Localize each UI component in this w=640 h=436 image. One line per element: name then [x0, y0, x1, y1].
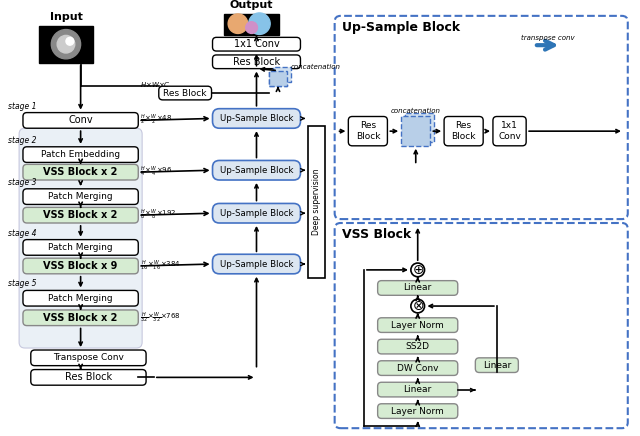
- FancyBboxPatch shape: [269, 71, 287, 86]
- Bar: [224, 14, 279, 35]
- Text: stage 5: stage 5: [8, 279, 37, 289]
- FancyBboxPatch shape: [212, 55, 300, 68]
- Text: Patch Merging: Patch Merging: [48, 192, 113, 201]
- Text: $\frac{H}{16}{\times}\frac{W}{16}{\times}384$: $\frac{H}{16}{\times}\frac{W}{16}{\times…: [140, 259, 181, 273]
- Text: concatenation: concatenation: [391, 108, 441, 113]
- Text: Up-Sample Block: Up-Sample Block: [342, 21, 461, 34]
- FancyBboxPatch shape: [405, 112, 435, 142]
- FancyBboxPatch shape: [476, 358, 518, 372]
- FancyBboxPatch shape: [31, 350, 146, 366]
- Text: 1x1
Conv: 1x1 Conv: [498, 122, 521, 141]
- Text: stage 4: stage 4: [8, 228, 37, 238]
- FancyBboxPatch shape: [378, 382, 458, 397]
- Bar: [308, 126, 325, 278]
- FancyBboxPatch shape: [401, 116, 431, 146]
- Circle shape: [57, 35, 75, 53]
- Text: $\frac{H}{4}{\times}\frac{W}{4}{\times}96$: $\frac{H}{4}{\times}\frac{W}{4}{\times}9…: [140, 165, 173, 179]
- FancyBboxPatch shape: [31, 370, 146, 385]
- FancyBboxPatch shape: [23, 290, 138, 306]
- Text: Patch Merging: Patch Merging: [48, 243, 113, 252]
- Bar: [38, 26, 93, 63]
- Text: Up-Sample Block: Up-Sample Block: [220, 166, 293, 175]
- FancyBboxPatch shape: [159, 86, 212, 100]
- Text: $\frac{H}{32}{\times}\frac{W}{32}{\times}768$: $\frac{H}{32}{\times}\frac{W}{32}{\times…: [140, 311, 181, 325]
- Text: concatenation: concatenation: [291, 64, 340, 70]
- Text: Linear: Linear: [404, 385, 432, 394]
- Text: Transpose Conv: Transpose Conv: [53, 353, 124, 362]
- Circle shape: [411, 299, 424, 313]
- Text: Output: Output: [230, 0, 273, 10]
- FancyBboxPatch shape: [335, 16, 628, 219]
- Text: DW Conv: DW Conv: [397, 364, 438, 373]
- Text: Res Block: Res Block: [65, 372, 112, 382]
- Text: $\frac{H}{2}{\times}\frac{W}{2}{\times}48$: $\frac{H}{2}{\times}\frac{W}{2}{\times}4…: [140, 113, 173, 127]
- FancyBboxPatch shape: [269, 71, 287, 86]
- FancyBboxPatch shape: [212, 37, 300, 51]
- FancyBboxPatch shape: [273, 67, 291, 82]
- Text: Patch Merging: Patch Merging: [48, 294, 113, 303]
- Circle shape: [51, 30, 81, 59]
- Text: transpose conv: transpose conv: [521, 35, 575, 41]
- FancyBboxPatch shape: [348, 116, 387, 146]
- Text: VSS Block x 2: VSS Block x 2: [44, 313, 118, 323]
- FancyBboxPatch shape: [378, 318, 458, 332]
- Text: Deep supervision: Deep supervision: [312, 169, 321, 235]
- FancyBboxPatch shape: [23, 189, 138, 204]
- Text: VSS Block x 2: VSS Block x 2: [44, 167, 118, 177]
- Text: Up-Sample Block: Up-Sample Block: [220, 209, 293, 218]
- Text: Linear: Linear: [404, 283, 432, 293]
- Text: VSS Block: VSS Block: [342, 228, 412, 241]
- Text: $\oplus$: $\oplus$: [412, 263, 424, 277]
- FancyBboxPatch shape: [378, 404, 458, 419]
- Text: Res Block: Res Block: [163, 89, 207, 98]
- Text: VSS Block x 2: VSS Block x 2: [44, 210, 118, 220]
- Text: stage 1: stage 1: [8, 102, 37, 111]
- FancyBboxPatch shape: [23, 164, 138, 180]
- Text: VSS Block x 9: VSS Block x 9: [44, 261, 118, 271]
- Circle shape: [228, 14, 248, 34]
- Text: Res
Block: Res Block: [356, 122, 380, 141]
- FancyBboxPatch shape: [23, 258, 138, 274]
- FancyBboxPatch shape: [378, 361, 458, 375]
- Text: $H{\times}W{\times}C$: $H{\times}W{\times}C$: [140, 80, 171, 89]
- Circle shape: [411, 263, 424, 277]
- FancyBboxPatch shape: [212, 109, 300, 128]
- FancyBboxPatch shape: [444, 116, 483, 146]
- FancyBboxPatch shape: [212, 204, 300, 223]
- FancyBboxPatch shape: [23, 112, 138, 128]
- FancyBboxPatch shape: [23, 147, 138, 163]
- Text: $\frac{H}{8}{\times}\frac{W}{8}{\times}192$: $\frac{H}{8}{\times}\frac{W}{8}{\times}1…: [140, 208, 177, 222]
- Text: 1x1 Conv: 1x1 Conv: [234, 39, 280, 49]
- Text: Res Block: Res Block: [233, 57, 280, 67]
- Text: SS2D: SS2D: [406, 342, 429, 351]
- Text: Conv: Conv: [68, 116, 93, 126]
- FancyBboxPatch shape: [23, 310, 138, 326]
- FancyBboxPatch shape: [23, 240, 138, 255]
- Text: stage 2: stage 2: [8, 136, 37, 145]
- FancyBboxPatch shape: [212, 160, 300, 180]
- Circle shape: [249, 13, 270, 34]
- Text: Layer Norm: Layer Norm: [391, 407, 444, 416]
- Text: Input: Input: [49, 12, 83, 22]
- Circle shape: [246, 22, 257, 34]
- FancyBboxPatch shape: [19, 128, 142, 348]
- FancyBboxPatch shape: [212, 254, 300, 274]
- FancyBboxPatch shape: [493, 116, 526, 146]
- FancyBboxPatch shape: [23, 208, 138, 223]
- Text: Layer Norm: Layer Norm: [391, 320, 444, 330]
- Text: Linear: Linear: [483, 361, 511, 370]
- Text: Up-Sample Block: Up-Sample Block: [220, 114, 293, 123]
- Text: stage 3: stage 3: [8, 178, 37, 187]
- FancyBboxPatch shape: [335, 223, 628, 428]
- FancyBboxPatch shape: [378, 339, 458, 354]
- Text: $\otimes$: $\otimes$: [412, 299, 424, 313]
- Text: Res
Block: Res Block: [451, 122, 476, 141]
- FancyBboxPatch shape: [378, 281, 458, 295]
- Text: Up-Sample Block: Up-Sample Block: [220, 259, 293, 269]
- Circle shape: [66, 37, 74, 45]
- Text: Patch Embedding: Patch Embedding: [41, 150, 120, 159]
